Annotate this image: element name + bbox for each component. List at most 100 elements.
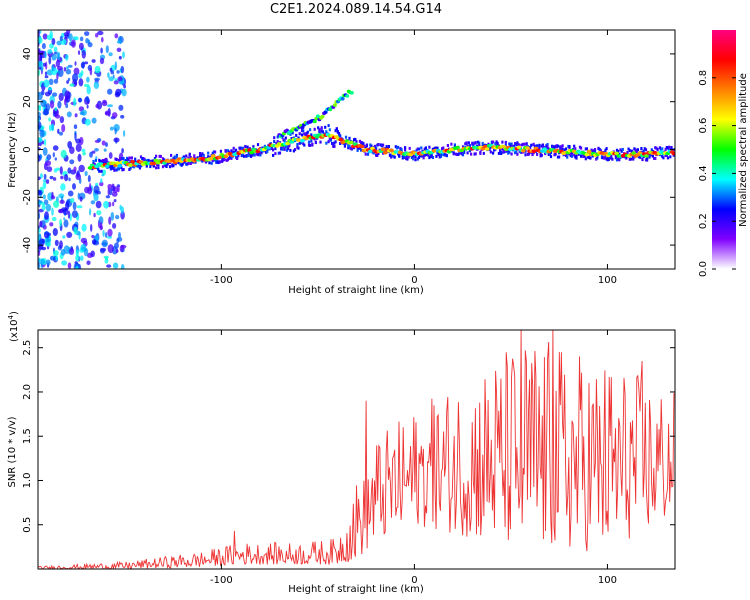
ridge-halo [392,154,395,158]
ridge-point [586,149,592,154]
ridge-halo [347,144,350,147]
ridge-halo [629,157,632,161]
ridge-halo [165,165,168,168]
ridge-halo [151,159,154,163]
noise-blob [42,62,47,67]
snr-ticks: -100 0 100 0.5 1.0 1.5 2.0 2.5 [22,330,675,586]
ridge-halo [334,140,337,144]
ridge-halo [284,136,287,140]
noise-blob [43,79,50,88]
ridge-halo [490,140,493,144]
ridge-halo [199,152,202,155]
noise-blob [77,192,81,200]
ridge-halo [515,143,518,147]
ridge-halo [365,143,368,147]
noise-blob [42,194,46,200]
ridge-halo [405,157,408,161]
noise-blob [86,85,91,95]
ridge-halo [499,149,502,153]
chart-title: C2E1.2024.089.14.54.G14 [269,2,443,17]
ridge-halo [134,160,137,164]
ridge-halo [666,146,670,150]
ridge-halo [294,148,297,152]
ridge-halo [109,164,112,168]
noise-blob [51,207,54,216]
ridge-halo [174,157,177,161]
ridge-halo [273,136,276,140]
ridge-halo [442,146,445,150]
y-tick-label: 40 [22,48,33,61]
branch-point [323,110,328,114]
noise-blob [72,201,77,211]
noise-blob [68,33,73,42]
ridge-halo [295,133,298,137]
ridge-halo [467,141,470,145]
noise-blob [101,36,104,43]
ridge-halo [207,155,210,159]
ridge-halo [611,157,614,161]
ridge-halo [100,169,103,173]
noise-blob [84,31,90,36]
ridge-halo [444,153,447,157]
ridge-halo [186,162,189,166]
spectrogram-x-axis-label: Height of straight line (km) [288,285,424,296]
ridge-halo [500,151,503,155]
ridge-halo [446,144,449,147]
ridge-halo [155,166,158,170]
noise-blob [108,76,114,82]
noise-blob [118,80,125,85]
ridge-halo [595,157,598,161]
noise-blob [108,188,113,196]
noise-blob [106,264,112,268]
noise-blob [60,183,66,191]
ridge-halo [472,142,475,146]
spectrogram-ticks: -100 0 100 -40 -20 0 20 40 [22,30,675,286]
ridge-halo [626,151,629,154]
noise-blob [66,231,73,238]
ridge-halo [665,146,668,149]
ridge-halo [620,149,623,153]
ridge-halo [320,129,323,133]
colorbar-tick-label: 0.4 [698,165,709,181]
ridge-halo [219,149,222,153]
noise-blob [78,78,84,87]
ridge-halo [610,154,613,157]
spectrogram-y-axis-label: Frequency (Hz) [7,112,18,188]
ridge-halo [650,148,653,152]
ridge-halo [200,154,203,157]
ridge-halo [143,159,146,163]
ridge-halo [659,148,663,152]
ridge-point [348,140,354,145]
noise-blob [112,201,115,207]
ridge-halo [497,151,500,155]
ridge-halo [466,151,469,155]
ridge-point [117,164,123,168]
noise-blob [107,244,114,254]
branch-point [332,103,337,107]
noise-blob [102,230,105,237]
noise-blob [114,33,119,39]
ridge-halo [196,156,199,160]
ridge-halo [115,158,118,161]
ridge-halo [632,157,635,161]
x-tick-label: -100 [210,575,233,586]
ridge-halo [366,152,370,156]
y-tick-label: 1.5 [22,428,33,444]
noise-blob [75,138,81,144]
ridge-halo [453,143,456,147]
ridge-halo [236,156,239,160]
ridge-halo [651,154,654,158]
ridge-halo [240,154,243,158]
noise-blob [38,258,45,265]
ridge-halo [108,164,111,168]
noise-blob [59,35,63,42]
ridge-halo [149,165,152,169]
ridge-halo [570,154,573,158]
noise-blob [114,127,117,135]
ridge-halo [525,142,528,146]
noise-blob [51,216,57,222]
ridge-halo [640,147,643,150]
ridge-halo [348,136,351,140]
ridge-halo [253,153,256,157]
ridge-halo [143,157,146,161]
